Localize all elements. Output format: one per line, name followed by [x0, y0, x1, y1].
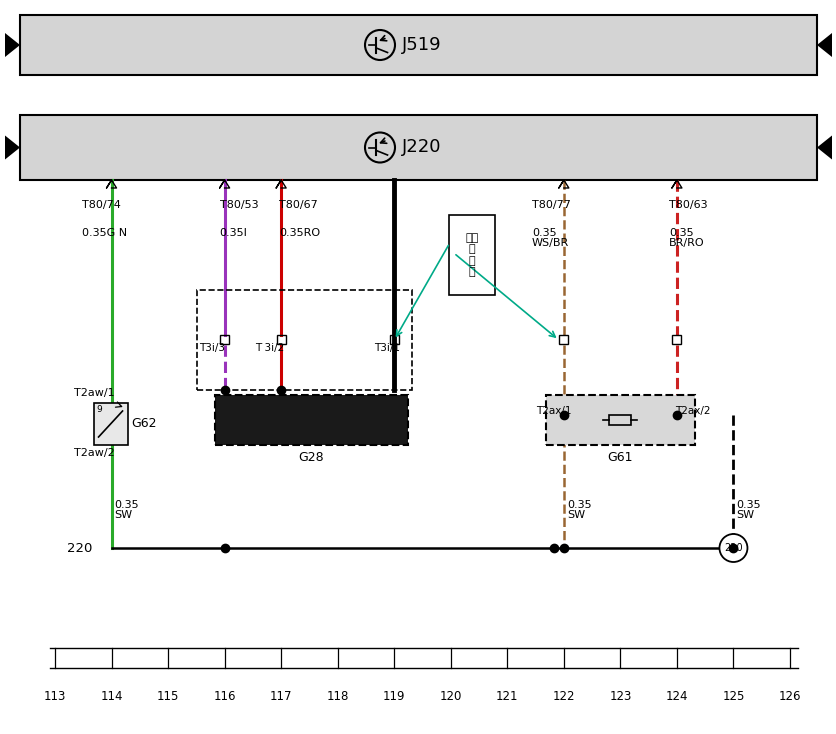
Bar: [390, 335, 398, 344]
Text: 0.35I: 0.35I: [219, 228, 247, 238]
Text: 122: 122: [552, 690, 574, 703]
Text: T80/53: T80/53: [219, 200, 258, 210]
Text: 220: 220: [66, 542, 92, 554]
Text: 屏蔽
接
地
线: 屏蔽 接 地 线: [465, 233, 478, 277]
Text: 9: 9: [96, 405, 102, 414]
Text: 116: 116: [213, 690, 236, 703]
Polygon shape: [816, 136, 831, 159]
Text: T2aw/2: T2aw/2: [74, 448, 115, 458]
Text: G62: G62: [131, 418, 157, 431]
Text: 123: 123: [609, 690, 631, 703]
Bar: [196, 290, 412, 390]
Text: J220: J220: [401, 139, 441, 156]
Bar: [20, 15, 816, 75]
Text: 0.35RO: 0.35RO: [279, 228, 320, 238]
Text: G61: G61: [607, 451, 632, 464]
Text: T 3i/2: T 3i/2: [255, 343, 284, 353]
Text: 115: 115: [156, 690, 179, 703]
Text: 0.35
SW: 0.35 SW: [115, 500, 139, 520]
Text: 125: 125: [721, 690, 744, 703]
Text: 0.35G N: 0.35G N: [81, 228, 126, 238]
Text: T80/74: T80/74: [81, 200, 120, 210]
Text: T3i/1: T3i/1: [374, 343, 400, 353]
Polygon shape: [816, 33, 831, 57]
Text: T80/63: T80/63: [668, 200, 706, 210]
Text: 113: 113: [43, 690, 66, 703]
Text: 117: 117: [269, 690, 292, 703]
Bar: [214, 395, 408, 445]
Bar: [545, 395, 694, 445]
Bar: [448, 215, 494, 295]
Text: 120: 120: [439, 690, 461, 703]
Text: J519: J519: [401, 36, 441, 54]
Polygon shape: [5, 33, 20, 57]
Text: T2ax/1: T2ax/1: [535, 406, 571, 416]
Bar: [94, 403, 127, 445]
Bar: [220, 335, 229, 344]
Text: 114: 114: [100, 690, 123, 703]
Text: 0.35
WS/BR: 0.35 WS/BR: [531, 228, 568, 248]
Text: T2ax/2: T2ax/2: [674, 406, 710, 416]
Circle shape: [719, 534, 747, 562]
Text: 124: 124: [665, 690, 687, 703]
Bar: [20, 115, 816, 180]
Text: 220: 220: [723, 543, 742, 553]
Text: 118: 118: [326, 690, 349, 703]
Text: T80/77: T80/77: [531, 200, 570, 210]
Text: 0.35
BR/RO: 0.35 BR/RO: [668, 228, 704, 248]
Text: T3i/3: T3i/3: [198, 343, 224, 353]
Text: 0.35
SW: 0.35 SW: [566, 500, 591, 520]
Text: 121: 121: [496, 690, 518, 703]
Text: 126: 126: [777, 690, 800, 703]
Text: 119: 119: [383, 690, 405, 703]
Text: T2aw/1: T2aw/1: [74, 388, 114, 398]
Text: T80/67: T80/67: [279, 200, 318, 210]
Text: G28: G28: [298, 451, 324, 464]
Polygon shape: [5, 136, 20, 159]
Bar: [671, 335, 681, 344]
Bar: [609, 415, 630, 425]
Bar: [277, 335, 285, 344]
Text: 0.35
SW: 0.35 SW: [736, 500, 760, 520]
Bar: [558, 335, 568, 344]
